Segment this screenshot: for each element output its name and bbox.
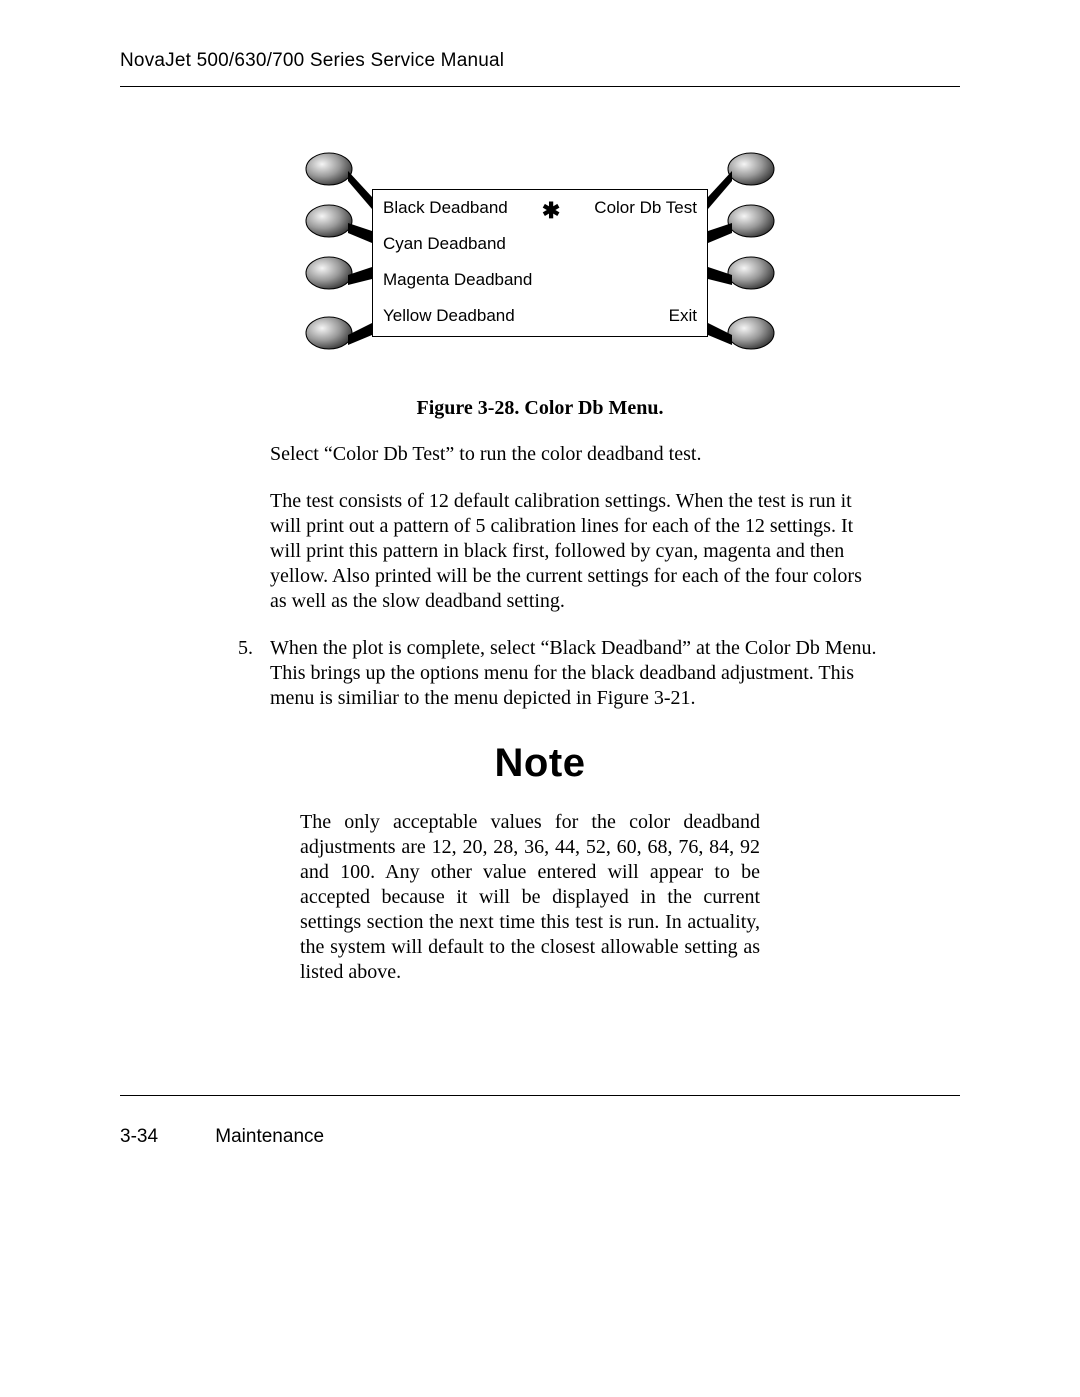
menu-item-black-deadband: Black Deadband [383,198,508,218]
menu-item-color-db-test: Color Db Test [594,198,697,218]
section-name: Maintenance [215,1126,324,1147]
step-number: 5. [238,636,270,711]
figure-wrap: Black Deadband ✱ Color Db Test Cyan Dead… [120,147,960,379]
note-heading: Note [120,741,960,786]
menu-item-yellow-deadband: Yellow Deadband [383,306,515,326]
page: NovaJet 500/630/700 Series Service Manua… [0,0,1080,1397]
page-footer: 3-34 Maintenance [120,1126,960,1148]
paragraph-test-description: The test consists of 12 default calibrat… [270,489,880,614]
footer-rule [120,1095,960,1096]
panel-screen: Black Deadband ✱ Color Db Test Cyan Dead… [372,189,708,337]
step-text: When the plot is complete, select “Black… [270,636,880,711]
color-db-menu-figure: Black Deadband ✱ Color Db Test Cyan Dead… [260,147,820,379]
menu-marker-icon: ✱ [542,202,560,219]
note-body: The only acceptable values for the color… [300,810,760,985]
manual-title: NovaJet 500/630/700 Series Service Manua… [120,50,960,72]
paragraph-select: Select “Color Db Test” to run the color … [270,442,880,467]
menu-item-magenta-deadband: Magenta Deadband [383,270,532,290]
menu-item-exit: Exit [669,306,697,326]
page-number: 3-34 [120,1126,210,1148]
menu-item-cyan-deadband: Cyan Deadband [383,234,506,254]
figure-caption: Figure 3-28. Color Db Menu. [120,397,960,420]
header-rule [120,86,960,87]
step-5: 5. When the plot is complete, select “Bl… [238,636,880,711]
